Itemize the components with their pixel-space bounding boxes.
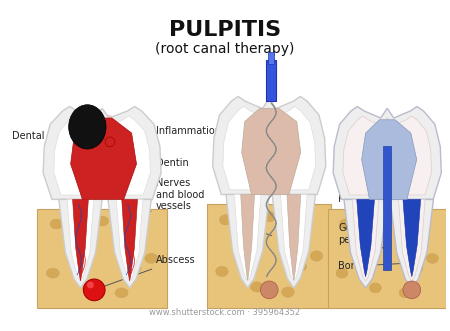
Text: Crown: Crown bbox=[338, 120, 383, 139]
Ellipse shape bbox=[282, 287, 294, 297]
Ellipse shape bbox=[216, 266, 228, 277]
Ellipse shape bbox=[46, 268, 59, 278]
Polygon shape bbox=[343, 116, 432, 195]
Text: Post: Post bbox=[338, 194, 390, 220]
Polygon shape bbox=[72, 199, 88, 281]
Polygon shape bbox=[43, 107, 161, 199]
Ellipse shape bbox=[238, 256, 251, 266]
Text: Gutta
percha: Gutta percha bbox=[338, 223, 390, 251]
Text: Dentin: Dentin bbox=[142, 158, 189, 168]
Ellipse shape bbox=[128, 263, 141, 273]
Text: www.shutterstock.com · 395964352: www.shutterstock.com · 395964352 bbox=[149, 308, 301, 317]
Ellipse shape bbox=[381, 216, 393, 226]
Ellipse shape bbox=[115, 288, 128, 298]
Polygon shape bbox=[59, 199, 102, 288]
Polygon shape bbox=[403, 199, 421, 277]
Text: Abscess: Abscess bbox=[97, 256, 196, 289]
Ellipse shape bbox=[369, 283, 381, 293]
Polygon shape bbox=[390, 199, 433, 288]
Ellipse shape bbox=[50, 219, 63, 229]
Polygon shape bbox=[234, 195, 261, 280]
Polygon shape bbox=[333, 107, 441, 199]
Polygon shape bbox=[287, 195, 301, 280]
Polygon shape bbox=[357, 199, 374, 277]
Text: PULPITIS: PULPITIS bbox=[169, 21, 281, 40]
Ellipse shape bbox=[145, 254, 158, 263]
Ellipse shape bbox=[417, 222, 429, 232]
Bar bbox=[328, 209, 447, 307]
Text: (root canal therapy): (root canal therapy) bbox=[155, 42, 295, 56]
Ellipse shape bbox=[411, 263, 423, 273]
Ellipse shape bbox=[251, 282, 263, 292]
Polygon shape bbox=[117, 199, 143, 281]
Ellipse shape bbox=[263, 212, 275, 222]
Ellipse shape bbox=[357, 259, 369, 268]
Ellipse shape bbox=[294, 261, 306, 271]
Polygon shape bbox=[122, 199, 138, 281]
Ellipse shape bbox=[427, 254, 438, 263]
Polygon shape bbox=[226, 195, 269, 288]
Ellipse shape bbox=[336, 268, 348, 278]
Ellipse shape bbox=[69, 105, 106, 149]
Polygon shape bbox=[54, 116, 150, 195]
Polygon shape bbox=[352, 199, 379, 281]
Ellipse shape bbox=[220, 215, 232, 225]
Ellipse shape bbox=[87, 282, 94, 288]
Ellipse shape bbox=[300, 218, 313, 228]
Ellipse shape bbox=[95, 216, 108, 226]
Bar bbox=[383, 146, 391, 270]
Ellipse shape bbox=[83, 283, 95, 293]
Ellipse shape bbox=[83, 279, 105, 301]
Polygon shape bbox=[399, 199, 425, 281]
Ellipse shape bbox=[403, 281, 421, 299]
Bar bbox=[268, 52, 274, 64]
Ellipse shape bbox=[261, 281, 278, 299]
Bar bbox=[37, 209, 167, 307]
Ellipse shape bbox=[56, 114, 139, 175]
Ellipse shape bbox=[105, 137, 115, 147]
Polygon shape bbox=[241, 195, 255, 280]
Polygon shape bbox=[272, 195, 315, 288]
Polygon shape bbox=[280, 195, 307, 280]
Ellipse shape bbox=[70, 259, 83, 268]
Text: File: File bbox=[245, 224, 271, 236]
Polygon shape bbox=[344, 199, 387, 288]
Ellipse shape bbox=[135, 222, 148, 232]
Ellipse shape bbox=[340, 219, 351, 229]
Polygon shape bbox=[223, 107, 315, 190]
Ellipse shape bbox=[399, 288, 411, 298]
Bar bbox=[266, 60, 276, 101]
Polygon shape bbox=[213, 96, 326, 195]
Text: Bone: Bone bbox=[338, 261, 402, 271]
Text: Filling: Filling bbox=[338, 152, 406, 173]
Bar bbox=[207, 204, 332, 307]
Text: Nerves
and blood
vessels: Nerves and blood vessels bbox=[119, 178, 205, 229]
Polygon shape bbox=[362, 120, 417, 199]
Polygon shape bbox=[108, 199, 151, 288]
Text: Dental caries: Dental caries bbox=[12, 129, 82, 141]
Polygon shape bbox=[242, 109, 301, 195]
Ellipse shape bbox=[310, 251, 323, 261]
Polygon shape bbox=[71, 118, 136, 199]
Polygon shape bbox=[67, 199, 94, 281]
Text: Inflammation: Inflammation bbox=[136, 125, 221, 140]
